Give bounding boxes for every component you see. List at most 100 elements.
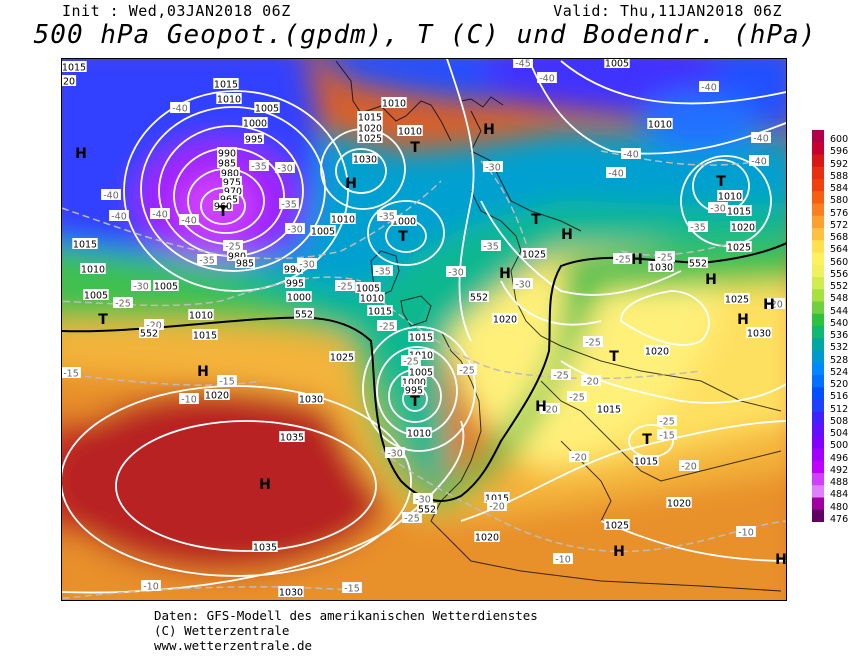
svg-text:-30: -30: [387, 449, 403, 460]
temperature-label: -40: [699, 81, 719, 94]
svg-text:1020: 1020: [205, 391, 229, 402]
svg-text:995: 995: [245, 135, 263, 146]
svg-text:970: 970: [224, 187, 242, 198]
temperature-label: -40: [170, 102, 190, 115]
temperature-label: -25: [401, 355, 421, 368]
svg-text:-35: -35: [375, 267, 391, 278]
temperature-label: -25: [655, 251, 675, 264]
svg-text:1005: 1005: [84, 291, 108, 302]
svg-text:552: 552: [470, 293, 488, 304]
temperature-label: -30: [483, 161, 503, 174]
pressure-label: 990: [217, 147, 237, 160]
legend-value: 560: [830, 256, 849, 268]
svg-text:-40: -40: [753, 134, 769, 145]
temperature-label: -25: [113, 297, 133, 310]
svg-text:-35: -35: [199, 256, 215, 267]
svg-text:1020: 1020: [358, 124, 382, 135]
temperature-label: -40: [749, 155, 769, 168]
legend-swatch: [812, 301, 824, 315]
pressure-label: 1005: [408, 366, 434, 379]
svg-text:1020: 1020: [667, 499, 691, 510]
pressure-label: 1030: [298, 393, 324, 406]
temperature-label: -25: [613, 253, 633, 266]
svg-text:1015: 1015: [727, 207, 751, 218]
pressure-label: 1020: [204, 389, 230, 402]
temperature-label: -20: [540, 403, 560, 416]
svg-text:1030: 1030: [353, 155, 377, 166]
legend-value: 540: [830, 317, 849, 329]
svg-text:-30: -30: [485, 163, 501, 174]
temperature-label: -35: [197, 254, 217, 267]
pressure-label: 1010: [381, 97, 407, 110]
svg-text:-35: -35: [251, 162, 267, 173]
temperature-label: -40: [150, 208, 170, 221]
temperature-label: -20: [581, 375, 601, 388]
temperature-label: -40: [179, 214, 199, 227]
high-pressure-center: H: [561, 227, 573, 243]
website-link[interactable]: www.wetterzentrale.de: [154, 638, 313, 653]
legend-swatch: [812, 264, 824, 278]
temperature-label: -40: [109, 210, 129, 223]
svg-text:1035: 1035: [280, 433, 304, 444]
pressure-label: 1010: [80, 263, 106, 276]
temperature-label: -35: [279, 198, 299, 211]
legend-value: 524: [830, 366, 849, 378]
pressure-label: 1015: [726, 205, 752, 218]
svg-text:552: 552: [689, 259, 707, 270]
svg-text:1010: 1010: [217, 95, 241, 106]
svg-text:-40: -40: [608, 169, 624, 180]
legend-value: 496: [830, 452, 849, 464]
svg-text:975: 975: [223, 178, 241, 189]
legend-swatch: [812, 338, 824, 351]
legend-value: 480: [830, 501, 849, 513]
pressure-label: 1030: [352, 153, 378, 166]
temperature-label: -35: [249, 160, 269, 173]
legend-swatch: [812, 387, 824, 400]
legend-swatch: [812, 350, 824, 364]
temperature-label: -35: [377, 210, 397, 223]
svg-text:-15: -15: [659, 431, 675, 442]
temperature-label: -40: [101, 189, 121, 202]
svg-text:1010: 1010: [407, 429, 431, 440]
svg-text:985: 985: [218, 159, 236, 170]
temperature-label: -25: [583, 336, 603, 349]
svg-text:-25: -25: [659, 417, 675, 428]
temperature-label: -25: [335, 280, 355, 293]
temperature-label: -30: [285, 223, 305, 236]
svg-text:-40: -40: [751, 157, 767, 168]
legend-value: 576: [830, 207, 849, 219]
pressure-label: 1005: [83, 289, 109, 302]
svg-text:995: 995: [286, 279, 304, 290]
weather-map[interactable]: 1015 20 1015 1010 1005 1000 995 990 985 980 975 970…: [61, 58, 787, 601]
pressure-label: 1010: [188, 309, 214, 322]
svg-text:1030: 1030: [747, 329, 771, 340]
svg-text:-25: -25: [404, 514, 420, 525]
svg-text:1030: 1030: [299, 395, 323, 406]
legend-value: 536: [830, 330, 849, 341]
pressure-label: 1010: [717, 190, 743, 203]
svg-text:-20: -20: [542, 405, 558, 416]
high-pressure-center: H: [259, 477, 271, 493]
svg-text:1020: 1020: [493, 315, 517, 326]
pressure-label: 1005: [604, 59, 630, 70]
pressure-label: 1015: [408, 331, 434, 344]
svg-text:990: 990: [218, 149, 236, 160]
svg-text:-40: -40: [181, 216, 197, 227]
svg-text:-10: -10: [181, 395, 197, 406]
temperature-label: -30: [513, 278, 533, 291]
legend-swatch: [812, 289, 824, 302]
svg-text:1010: 1010: [398, 127, 422, 138]
svg-text:-25: -25: [615, 255, 631, 266]
pressure-label: 1010: [397, 125, 423, 138]
svg-text:-35: -35: [281, 200, 297, 211]
legend-swatch: [812, 497, 824, 511]
svg-text:552: 552: [295, 310, 313, 321]
legend-value: 548: [830, 293, 849, 305]
svg-text:1010: 1010: [360, 294, 384, 305]
legend-swatch: [812, 375, 824, 388]
legend-swatch: [812, 509, 824, 523]
temperature-label: -40: [606, 167, 626, 180]
legend-swatch: [812, 460, 824, 474]
